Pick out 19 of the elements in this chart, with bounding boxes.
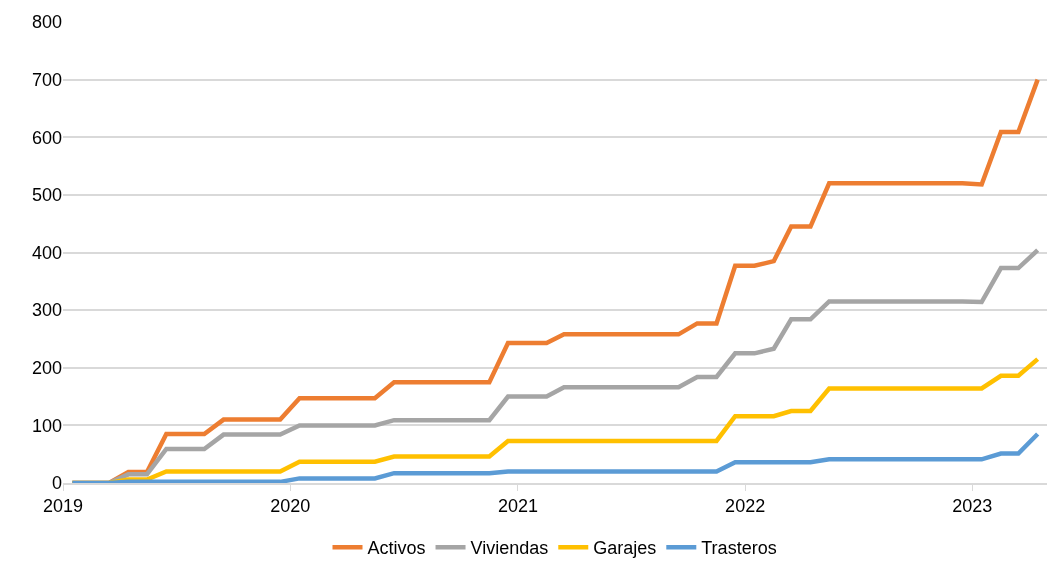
line-series [70,431,1040,483]
y-tick-label: 600 [31,127,62,148]
y-tick-label: 800 [31,12,62,33]
x-tick-label: 2020 [270,496,311,517]
x-tick-label: 2021 [497,496,538,517]
legend-label: Viviendas [470,538,549,559]
y-tick-label: 700 [31,69,62,90]
y-tick-label: 200 [31,358,62,379]
legend-label: Trasteros [701,538,777,559]
legend-label: Activos [367,538,426,559]
y-tick-label: 500 [31,185,62,206]
x-tick-label: 2023 [952,496,993,517]
x-tick-label: 2019 [42,496,84,517]
y-tick-label: 400 [31,242,62,263]
y-tick-label: 0 [51,473,62,494]
y-tick-label: 300 [31,300,62,321]
y-tick-label: 100 [31,415,62,436]
x-tick-label: 2022 [725,496,766,517]
legend-label: Garajes [593,538,657,559]
